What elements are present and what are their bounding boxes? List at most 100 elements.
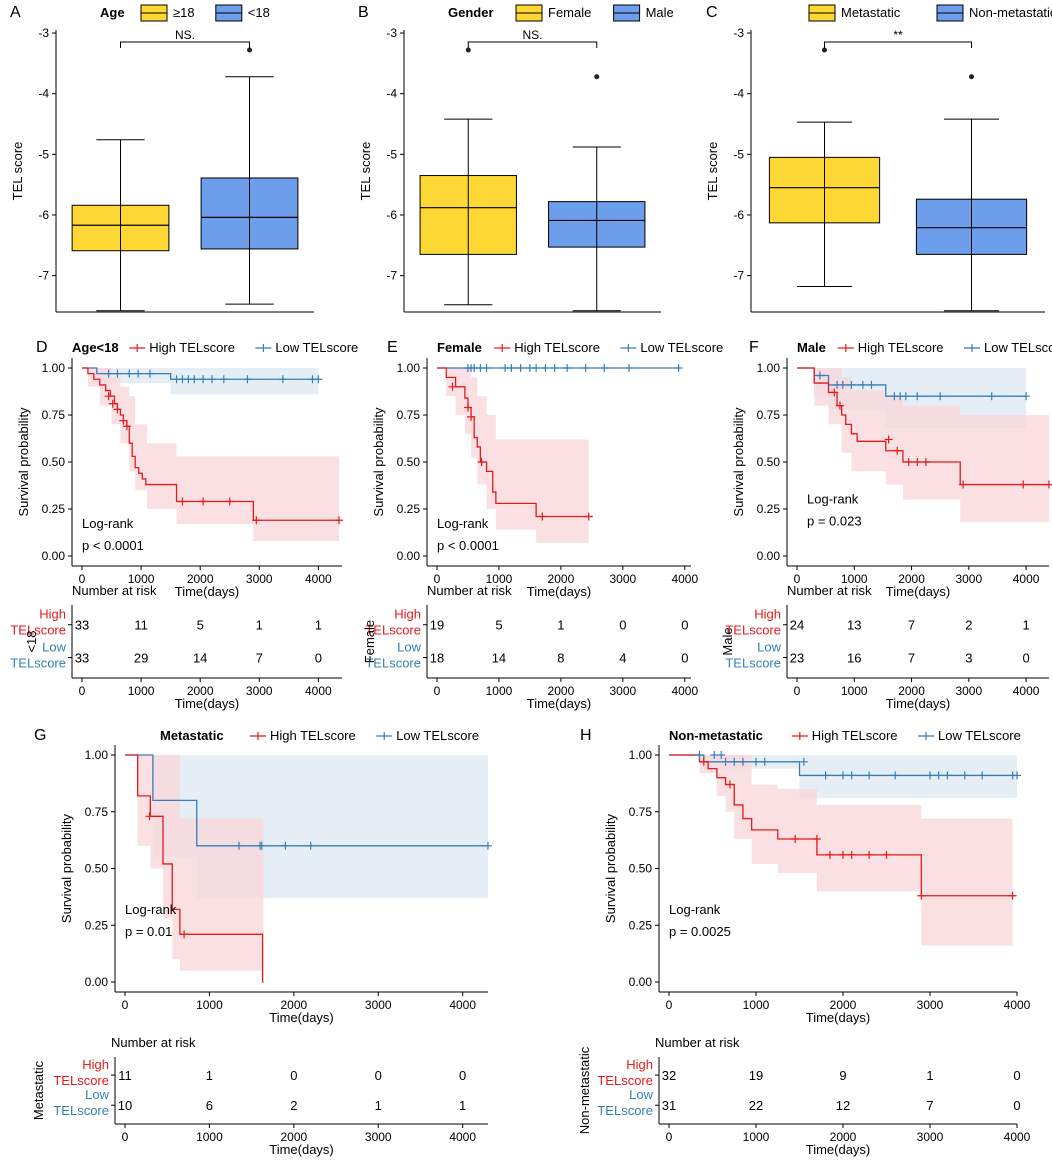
risk-x-tick-label: 1000 xyxy=(196,1130,223,1144)
low-censor-mark xyxy=(199,375,208,384)
x-tick-label: 0 xyxy=(794,572,801,586)
box-2 xyxy=(200,47,299,305)
risk-count-low: 0 xyxy=(315,651,322,666)
y-tick-label: -4 xyxy=(38,87,49,101)
low-censor-mark xyxy=(507,364,516,372)
risk-count-high: 13 xyxy=(847,618,861,633)
y-tick-label: 0.00 xyxy=(42,549,66,563)
legend-label: High TELscore xyxy=(858,340,944,355)
risk-x-tick-label: 0 xyxy=(794,684,801,698)
legend-item-low: Low TELscore xyxy=(964,340,1052,355)
outlier-point xyxy=(969,74,974,80)
risk-count-low: 8 xyxy=(557,651,564,666)
risk-x-tick-label: 1000 xyxy=(743,1130,770,1144)
legend: Non-metastatic High TELscore Low TELscore xyxy=(669,728,1021,743)
risk-count-high: 0 xyxy=(1013,1068,1020,1083)
risk-count-low: 16 xyxy=(847,651,861,666)
low-censor-mark xyxy=(865,771,874,780)
high-censor-mark xyxy=(145,812,154,821)
high-censor-mark xyxy=(477,458,486,466)
high-telscore-curve xyxy=(437,367,589,518)
risk-count-high: 9 xyxy=(839,1068,846,1083)
legend-item: Male xyxy=(613,4,674,22)
high-censor-mark xyxy=(791,834,800,843)
risk-row-label-high: High xyxy=(626,1057,653,1072)
low-censor-mark xyxy=(134,369,143,378)
risk-count-high: 11 xyxy=(118,1068,132,1083)
risk-x-tick-label: 3000 xyxy=(365,1130,392,1144)
significance-bracket xyxy=(120,41,250,48)
x-tick-label: 0 xyxy=(122,998,129,1012)
legend-label: Low TELscore xyxy=(984,340,1052,355)
risk-x-tick-label: 0 xyxy=(434,684,441,698)
risk-table-title: Number at risk xyxy=(427,583,512,598)
low-ci-band xyxy=(797,368,1027,429)
low-censor-mark xyxy=(550,364,559,372)
x-axis-label: Time(days) xyxy=(886,584,951,599)
x-tick-label: 0 xyxy=(434,572,441,586)
legend-label: Low TELscore xyxy=(275,340,358,355)
risk-x-tick-label: 3000 xyxy=(955,684,982,698)
legend-label: Male xyxy=(646,5,674,20)
risk-count-low: 1 xyxy=(375,1098,382,1113)
legend-title: Age<18 xyxy=(72,340,119,355)
x-tick-label: 2000 xyxy=(548,572,575,586)
risk-count-low: 1 xyxy=(459,1098,466,1113)
panel-D: D 0.00 0.25 0.50 0.75 1.00 0 1000 2000 3000 4000 Ti… xyxy=(10,339,358,711)
x-tick-label: 2000 xyxy=(898,572,925,586)
risk-x-axis-label: Time(days) xyxy=(527,696,592,711)
panel-letter: E xyxy=(387,339,398,356)
panel-C: C -7 -6 -5 -4 -3 TEL score Metastatic Non-metast… xyxy=(705,4,1052,313)
risk-x-axis-label: Time(days) xyxy=(175,696,240,711)
y-axis-label: Survival probability xyxy=(731,407,746,517)
y-axis-label: TEL score xyxy=(10,142,25,201)
risk-strata-label: Male xyxy=(720,627,735,655)
x-tick-label: 1000 xyxy=(128,572,155,586)
high-telscore-curve xyxy=(669,754,1013,897)
risk-x-tick-label: 2000 xyxy=(898,684,925,698)
high-censor-mark xyxy=(884,435,893,444)
y-tick-label: -3 xyxy=(38,26,49,40)
high-censor-mark xyxy=(463,403,472,412)
risk-x-tick-label: 4000 xyxy=(671,684,698,698)
low-censor-mark xyxy=(721,757,730,766)
panel-B: B -7 -6 -5 -4 -3 TEL score Gender Female Male NS. xyxy=(358,4,674,313)
risk-count-high: 1 xyxy=(315,618,322,633)
x-axis-label: Time(days) xyxy=(806,1010,871,1025)
risk-table: Number at riskHighTELscoreLowTELscore<18… xyxy=(10,583,342,711)
low-censor-mark xyxy=(234,841,243,850)
risk-strata-label: <18 xyxy=(24,630,39,652)
risk-count-low: 7 xyxy=(926,1098,933,1113)
risk-count-high: 1 xyxy=(557,618,564,633)
risk-count-low: 0 xyxy=(681,651,688,666)
y-tick-label: 0.25 xyxy=(85,918,109,932)
legend-item-high: High TELscore xyxy=(494,340,600,355)
x-tick-label: 1000 xyxy=(743,998,770,1012)
p-value: p < 0.0001 xyxy=(82,538,144,553)
legend-label: Low TELscore xyxy=(938,728,1021,743)
legend-label: High TELscore xyxy=(270,728,356,743)
legend-title: Age xyxy=(100,5,125,20)
y-axis-label: Survival probability xyxy=(16,407,31,517)
low-telscore-curve xyxy=(125,754,488,847)
low-censor-mark xyxy=(145,369,154,378)
outlier-point xyxy=(465,47,471,53)
risk-row-label-high: TELscore xyxy=(365,623,421,638)
low-censor-mark xyxy=(934,771,943,780)
high-censor-mark xyxy=(584,512,593,521)
x-axis-label: Time(days) xyxy=(269,1010,334,1025)
low-censor-mark xyxy=(926,771,934,780)
risk-count-high: 19 xyxy=(749,1068,763,1083)
x-tick-label: 4000 xyxy=(1013,572,1040,586)
low-censor-mark xyxy=(943,771,952,780)
legend-title: Gender xyxy=(448,5,494,20)
low-censor-mark xyxy=(799,757,808,766)
legend-item: Metastatic xyxy=(808,4,901,22)
high-censor-mark xyxy=(812,834,821,843)
low-censor-mark xyxy=(541,364,550,372)
x-tick-label: 1000 xyxy=(486,572,513,586)
risk-x-tick-label: 4000 xyxy=(449,1130,476,1144)
high-ci-band xyxy=(437,368,589,543)
risk-count-low: 7 xyxy=(908,651,915,666)
high-censor-mark xyxy=(917,891,926,900)
